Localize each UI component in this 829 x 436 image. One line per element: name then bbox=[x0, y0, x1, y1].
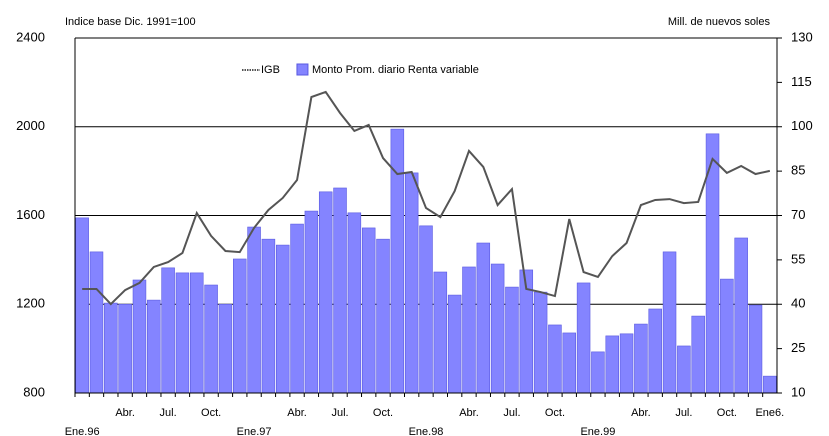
bar bbox=[662, 251, 677, 394]
x-tick-label: Ene.99 bbox=[580, 426, 615, 436]
bar bbox=[734, 237, 748, 394]
y2-tick-label: 55 bbox=[791, 251, 805, 266]
y-tick-label: 2000 bbox=[16, 118, 45, 133]
bar bbox=[447, 294, 462, 394]
bar bbox=[175, 272, 190, 394]
legend-swatch bbox=[296, 63, 309, 76]
x-tick-label: Jul. bbox=[503, 407, 520, 419]
bar bbox=[476, 242, 491, 394]
bar bbox=[576, 282, 591, 394]
legend-label: Monto Prom. diario Renta variable bbox=[312, 64, 479, 76]
x-tick-label: Jul. bbox=[331, 407, 348, 419]
bar bbox=[218, 303, 233, 394]
legend-label: IGB bbox=[261, 64, 280, 76]
bar bbox=[748, 304, 763, 394]
y2-tick-label: 25 bbox=[791, 340, 805, 355]
bar bbox=[361, 227, 376, 394]
bar bbox=[634, 323, 648, 394]
x-tick-label: Abr. bbox=[115, 407, 135, 419]
x-tick-label: Oct. bbox=[201, 407, 221, 419]
bar bbox=[118, 303, 132, 394]
bar bbox=[591, 351, 605, 394]
bar bbox=[304, 210, 319, 394]
x-tick-label: Jul. bbox=[675, 407, 692, 419]
x-tick-label: Ene.98 bbox=[409, 426, 444, 436]
y2-tick-label: 115 bbox=[791, 74, 812, 89]
x-tick-label: Abr. bbox=[459, 407, 479, 419]
y2-tick-label: 85 bbox=[791, 163, 805, 178]
bar bbox=[548, 324, 562, 394]
x-tick-label: Ene6. bbox=[755, 407, 784, 419]
bar bbox=[433, 271, 448, 394]
y2-tick-label: 130 bbox=[791, 29, 813, 44]
y-tick-label: 800 bbox=[23, 384, 45, 399]
bar bbox=[376, 238, 390, 394]
bar bbox=[318, 191, 333, 394]
bar bbox=[720, 278, 734, 394]
bar bbox=[190, 272, 204, 394]
bar bbox=[505, 286, 519, 394]
bar bbox=[677, 345, 691, 394]
x-tick-label: Jul. bbox=[160, 407, 177, 419]
y2-tick-label: 10 bbox=[791, 384, 805, 399]
bar bbox=[290, 223, 304, 394]
y-axis-title: Indice base Dic. 1991=100 bbox=[65, 16, 196, 28]
bar bbox=[261, 238, 276, 394]
bar bbox=[648, 308, 662, 394]
y-tick-label: 1600 bbox=[16, 207, 45, 222]
bar bbox=[247, 226, 261, 394]
bar bbox=[404, 172, 419, 394]
bar bbox=[275, 244, 290, 394]
line bbox=[82, 90, 771, 306]
bar bbox=[233, 258, 247, 394]
bar bbox=[89, 251, 104, 394]
bar bbox=[462, 266, 476, 394]
bar bbox=[204, 284, 218, 394]
bar bbox=[161, 267, 175, 394]
bar bbox=[147, 299, 161, 394]
y-tick-label: 2400 bbox=[16, 29, 45, 44]
y2-tick-label: 70 bbox=[791, 207, 805, 222]
x-tick-label: Oct. bbox=[717, 407, 737, 419]
bar bbox=[763, 375, 777, 394]
x-tick-label: Ene.96 bbox=[65, 426, 100, 436]
y2-tick-label: 40 bbox=[791, 296, 805, 311]
bar bbox=[619, 333, 634, 394]
bar bbox=[490, 263, 505, 394]
x-tick-label: Abr. bbox=[631, 407, 651, 419]
bar bbox=[132, 279, 147, 394]
bar bbox=[605, 335, 619, 394]
y2-axis-title: Mill. de nuevos soles bbox=[668, 16, 771, 28]
x-tick-label: Oct. bbox=[373, 407, 393, 419]
y-tick-label: 1200 bbox=[16, 296, 45, 311]
bar bbox=[691, 315, 705, 394]
bar bbox=[533, 291, 548, 394]
bar bbox=[419, 225, 433, 394]
x-tick-label: Abr. bbox=[287, 407, 307, 419]
y2-tick-label: 100 bbox=[791, 118, 813, 133]
bar bbox=[347, 212, 362, 394]
bar bbox=[75, 217, 89, 394]
x-tick-label: Oct. bbox=[545, 407, 565, 419]
bar bbox=[104, 302, 118, 394]
x-tick-label: Ene.97 bbox=[237, 426, 272, 436]
bar bbox=[562, 332, 577, 394]
bar bbox=[333, 187, 347, 394]
